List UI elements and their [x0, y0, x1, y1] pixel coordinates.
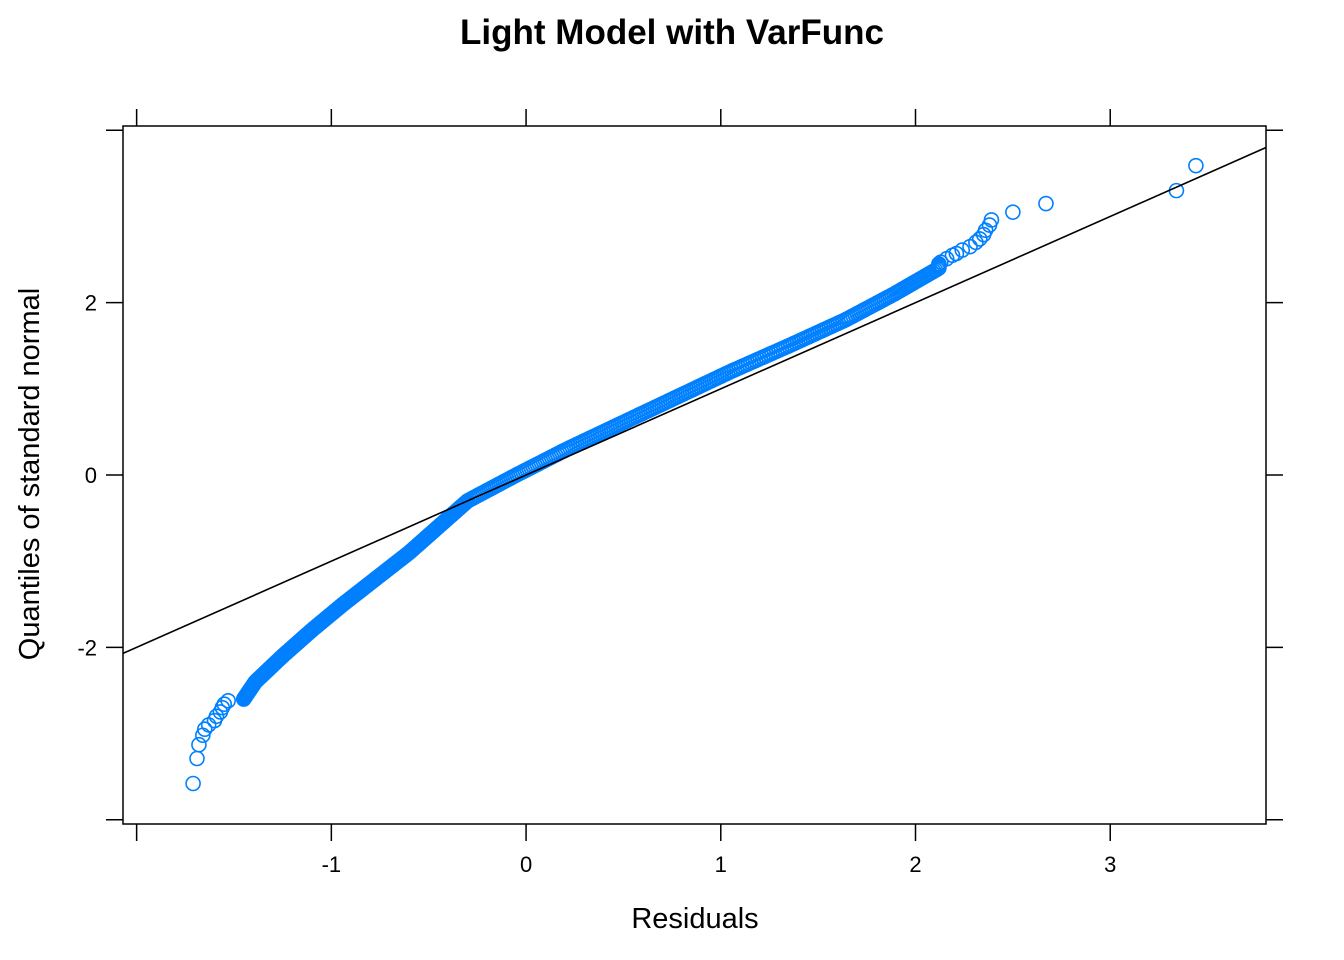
data-point	[1005, 204, 1021, 220]
x-tick-label: 0	[520, 852, 532, 877]
data-point	[931, 256, 947, 272]
x-axis-label: Residuals	[631, 903, 758, 935]
data-point	[185, 775, 201, 792]
axis-ticks	[106, 109, 1283, 841]
data-point	[983, 212, 1000, 228]
data-point	[191, 736, 207, 753]
x-tick-label: 3	[1104, 852, 1116, 877]
data-point	[220, 692, 236, 709]
reference-line	[122, 146, 1267, 655]
x-tick-label: 1	[715, 852, 727, 877]
y-axis-label: Quantiles of standard normal	[14, 288, 46, 660]
y-tick-label: 0	[85, 463, 97, 488]
x-tick-label: -1	[322, 852, 342, 877]
axis-tick-labels: -1 0 1 2 3 -2 0 2	[77, 291, 1116, 877]
plot-frame	[122, 125, 1267, 825]
data-point	[208, 708, 225, 725]
y-tick-label: -2	[77, 635, 97, 660]
data-point	[954, 242, 971, 258]
data-point	[196, 721, 213, 738]
data-point	[971, 231, 988, 247]
x-tick-label: 2	[909, 852, 921, 877]
data-point	[216, 696, 233, 713]
chart-title: Light Model with VarFunc	[460, 13, 884, 52]
data-point	[189, 750, 205, 767]
data-points	[185, 157, 1204, 792]
y-tick-label: 2	[85, 291, 97, 316]
data-point	[1188, 157, 1204, 174]
data-point	[1038, 195, 1054, 212]
